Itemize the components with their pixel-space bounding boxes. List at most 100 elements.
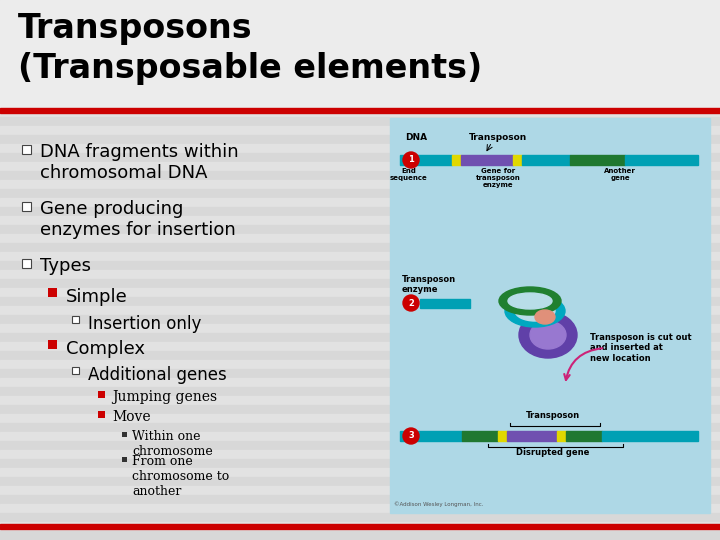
Bar — [400, 155, 452, 165]
Bar — [0, 513, 720, 522]
Text: DNA fragments within
chromosomal DNA: DNA fragments within chromosomal DNA — [40, 143, 238, 182]
Bar — [0, 81, 720, 90]
Circle shape — [403, 152, 419, 168]
Bar — [0, 423, 720, 432]
Text: End
sequence: End sequence — [390, 168, 428, 181]
Text: Additional genes: Additional genes — [88, 366, 227, 384]
Bar — [0, 252, 720, 261]
Text: 2: 2 — [408, 299, 414, 307]
Bar — [498, 431, 507, 441]
Bar — [98, 411, 105, 418]
Text: Gene for
transposon
enzyme: Gene for transposon enzyme — [476, 168, 521, 188]
Ellipse shape — [519, 312, 577, 358]
Bar — [0, 63, 720, 72]
Bar — [0, 405, 720, 414]
Text: From one
chromosome to
another: From one chromosome to another — [132, 455, 229, 498]
Bar — [0, 378, 720, 387]
Bar — [0, 27, 720, 36]
Bar — [0, 261, 720, 270]
Bar — [0, 432, 720, 441]
Bar — [0, 414, 720, 423]
Bar — [0, 108, 720, 117]
Text: Transposon is cut out
and inserted at
new location: Transposon is cut out and inserted at ne… — [590, 333, 692, 363]
Bar — [0, 99, 720, 108]
Bar — [0, 459, 720, 468]
Bar — [22, 259, 31, 268]
Text: Transposons: Transposons — [18, 12, 253, 45]
Bar — [0, 234, 720, 243]
Bar — [0, 108, 720, 113]
Bar — [122, 457, 127, 462]
Bar — [0, 531, 720, 540]
Bar — [0, 522, 720, 531]
Text: Transposon: Transposon — [526, 411, 580, 421]
Bar — [0, 504, 720, 513]
Text: Another
gene: Another gene — [604, 168, 636, 181]
Bar — [0, 450, 720, 459]
Bar — [48, 288, 57, 297]
Text: Transposon: Transposon — [469, 133, 527, 143]
Text: Complex: Complex — [66, 340, 145, 358]
Text: Within one
chromosome: Within one chromosome — [132, 430, 212, 458]
Bar — [0, 324, 720, 333]
Ellipse shape — [535, 310, 555, 324]
Bar — [0, 333, 720, 342]
Bar — [0, 216, 720, 225]
Bar — [566, 431, 602, 441]
Bar — [0, 369, 720, 378]
Bar — [98, 391, 105, 398]
Bar — [0, 360, 720, 369]
Bar — [122, 432, 127, 437]
Bar — [72, 367, 79, 374]
Bar — [0, 270, 720, 279]
Bar — [461, 155, 513, 165]
Bar — [0, 315, 720, 324]
Bar — [400, 431, 462, 441]
Bar — [390, 118, 710, 513]
Bar — [0, 351, 720, 360]
Bar — [0, 306, 720, 315]
Bar — [0, 0, 720, 110]
Bar — [0, 36, 720, 45]
Text: ©Addison Wesley Longman, Inc.: ©Addison Wesley Longman, Inc. — [394, 501, 484, 507]
Bar — [0, 468, 720, 477]
Bar — [0, 162, 720, 171]
Bar — [0, 189, 720, 198]
Text: Transposon
enzyme: Transposon enzyme — [402, 275, 456, 294]
Bar — [625, 155, 698, 165]
Bar — [0, 135, 720, 144]
Bar — [0, 180, 720, 189]
Text: Insertion only: Insertion only — [88, 315, 202, 333]
Bar — [0, 486, 720, 495]
Bar — [570, 155, 625, 165]
Text: 3: 3 — [408, 431, 414, 441]
Text: Move: Move — [112, 410, 150, 424]
Bar — [0, 54, 720, 63]
Ellipse shape — [515, 301, 555, 321]
Bar — [0, 387, 720, 396]
Bar — [0, 342, 720, 351]
Text: Disrupted gene: Disrupted gene — [516, 448, 590, 457]
Bar — [0, 45, 720, 54]
Circle shape — [403, 428, 419, 444]
Bar — [22, 145, 31, 154]
Bar — [513, 155, 522, 165]
Text: Simple: Simple — [66, 288, 127, 306]
Bar — [0, 198, 720, 207]
Bar — [462, 431, 498, 441]
Bar — [507, 431, 557, 441]
Bar — [0, 90, 720, 99]
Text: Types: Types — [40, 257, 91, 275]
Bar — [0, 207, 720, 216]
Bar — [0, 9, 720, 18]
Ellipse shape — [499, 287, 561, 315]
Bar — [522, 155, 570, 165]
Bar — [0, 72, 720, 81]
Ellipse shape — [530, 321, 566, 349]
Bar — [0, 495, 720, 504]
Bar — [0, 243, 720, 252]
Bar — [0, 288, 720, 297]
Bar — [602, 431, 698, 441]
Bar — [0, 18, 720, 27]
Bar — [22, 202, 31, 211]
